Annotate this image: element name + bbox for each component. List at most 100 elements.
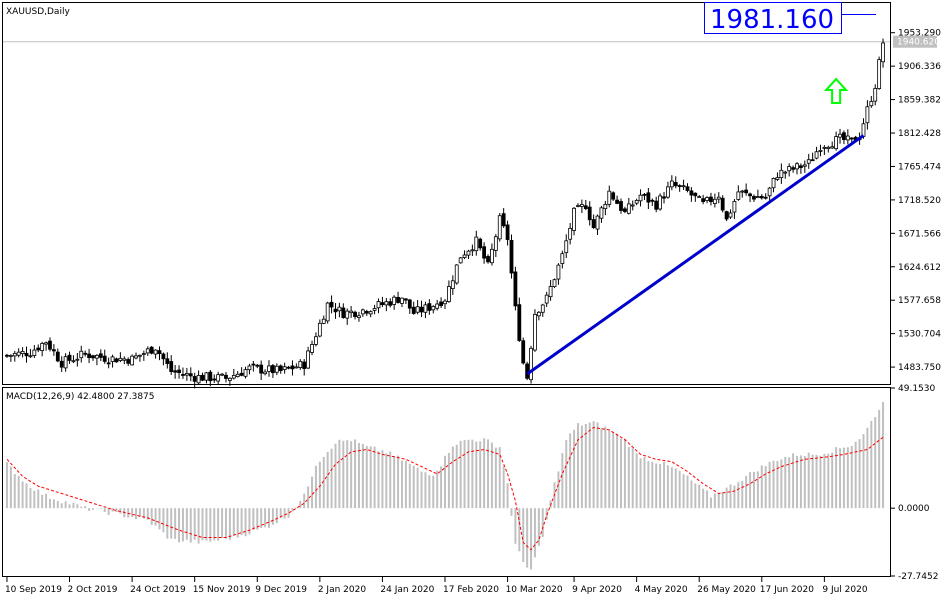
time-tick-label: 10 Mar 2020 [506,585,563,595]
candle-body [709,196,713,203]
time-tick-label: 9 Dec 2019 [255,585,307,595]
candle-body [122,358,127,361]
price-tick-label: 1718.520 [898,196,941,206]
candle-body [579,204,584,207]
candle-body [869,101,874,107]
candle-body [216,374,221,382]
candle-body [165,358,170,364]
candle-body [134,355,138,359]
price-tick-label: 1906.336 [898,62,941,72]
candle-body [75,358,80,361]
price-tick-label: 1859.382 [898,96,941,106]
candle-body [603,204,608,210]
candle-body [407,299,412,309]
time-tick-label: 10 Sep 2019 [5,585,62,595]
candle-body [845,135,850,141]
candle-body [126,359,131,364]
candle-body [177,369,181,374]
price-tick-label: 1530.704 [898,330,941,340]
candle-body [830,146,835,149]
candle-body [419,306,424,313]
candle-body [372,308,377,311]
candle-body [775,177,780,180]
candle-body [200,374,205,381]
candle-body [458,257,463,264]
candle-body [791,167,795,170]
candle-body [877,59,882,89]
macd-signal-line [6,426,884,551]
candle-body [607,190,612,205]
candle-body [231,375,236,379]
candle-body [274,365,279,373]
candle-body [298,360,303,368]
price-label-text: 1981.160 [710,5,834,35]
candle-body [153,349,158,355]
candle-body [224,374,228,379]
main-plot-frame [2,2,891,385]
candle-body [873,88,878,102]
candle-body [693,192,698,197]
time-tick-label: 15 Nov 2019 [193,585,251,595]
candle-body [662,196,666,199]
time-tick-label: 17 Jun 2020 [760,585,814,595]
candle-body [278,365,283,372]
candle-body [204,372,209,381]
candle-body [478,238,483,249]
candle-body [329,301,334,308]
candle-body [654,200,659,210]
candle-body [110,356,115,362]
candle-body [28,355,33,358]
candle-body [505,224,510,240]
candle-body [239,372,244,376]
candle-body [364,311,369,314]
candle-body [431,306,436,311]
candle-body [748,193,752,197]
candle-body [251,363,256,366]
candle-body [560,253,565,264]
candle-body [83,352,88,355]
candle-body [161,353,166,360]
candle-body [255,364,260,367]
candle-body [263,371,267,375]
price-tick-label: 1812.428 [898,129,941,139]
candle-body [20,351,25,355]
candle-body [188,373,193,377]
time-tick-label: 2 Oct 2019 [68,585,118,595]
candle-body [16,351,21,356]
candle-body [881,42,885,63]
candle-body [685,186,690,191]
price-tick-label: 1577.658 [898,296,941,306]
candle-body [415,306,420,313]
candle-body [12,353,17,357]
candle-body [783,171,788,174]
candle-body [271,365,275,374]
candle-body [814,151,819,159]
macd-tick-label: 49.1530 [898,384,935,394]
candle-body [638,194,643,202]
candle-body [842,132,846,141]
candle-body [357,315,361,319]
candle-body [314,336,318,345]
candle-body [720,197,725,211]
candle-body [325,302,330,322]
candle-body [611,192,616,200]
candle-body [48,340,52,350]
macd-title: MACD(12,26,9) 42.4800 27.3875 [6,392,155,402]
candle-body [286,366,291,369]
candle-body [623,208,627,212]
candle-body [400,297,404,304]
up-arrow-icon[interactable] [823,77,849,105]
candle-body [677,185,682,187]
candle-body [697,196,702,199]
candle-body [462,254,467,258]
price-tick-label: 1671.566 [898,229,941,239]
price-label-object[interactable]: 1981.160 [704,2,877,36]
candle-body [564,240,569,254]
trendline[interactable] [526,134,865,376]
candle-body [220,373,224,376]
candle-body [259,364,264,374]
time-axis: 10 Sep 2019 2 Oct 2019 24 Oct 2019 15 Nov 2… [5,577,868,595]
candle-body [509,240,514,274]
candle-body [595,215,600,230]
